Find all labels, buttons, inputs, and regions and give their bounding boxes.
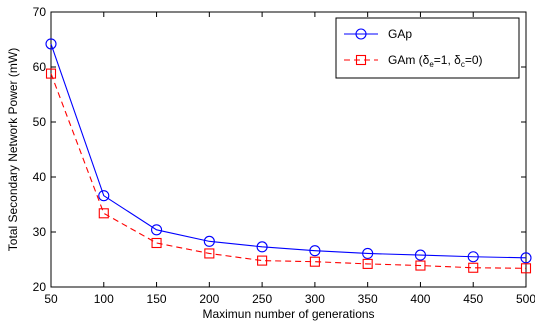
y-tick-label: 20 — [33, 280, 47, 294]
data-point-1 — [362, 258, 373, 269]
x-tick-label: 150 — [147, 292, 167, 306]
data-point-0 — [467, 251, 479, 263]
y-tick-label: 70 — [33, 5, 47, 19]
x-tick-label: 450 — [463, 292, 483, 306]
data-point-0 — [309, 245, 321, 257]
legend-label-gam: GAm (δe=1, δc=0) — [388, 53, 483, 69]
data-point-0 — [256, 241, 268, 253]
y-axis-label: Total Secondary Network Power (mW) — [6, 48, 20, 251]
data-point-0 — [362, 247, 374, 259]
x-tick-label: 100 — [94, 292, 114, 306]
data-point-0 — [98, 190, 110, 202]
series-line-0 — [50, 43, 527, 259]
data-point-0 — [45, 38, 57, 50]
x-tick-label: 400 — [410, 292, 430, 306]
x-tick-label: 500 — [516, 292, 535, 306]
x-tick-label: 50 — [44, 292, 58, 306]
data-point-1 — [468, 262, 479, 273]
y-tick-label: 60 — [33, 60, 47, 74]
legend-label-gap: GAp — [388, 27, 412, 41]
x-tick-label: 250 — [252, 292, 272, 306]
data-point-1 — [151, 237, 162, 249]
x-tick-label: 350 — [358, 292, 378, 306]
x-axis-label: Maximun number of generations — [202, 307, 374, 321]
data-point-0 — [520, 252, 532, 264]
x-tick-label: 200 — [199, 292, 219, 306]
data-point-0 — [151, 224, 163, 236]
legend-box — [335, 17, 520, 79]
data-point-1 — [98, 208, 109, 219]
data-point-1 — [45, 68, 57, 79]
y-tick-label: 40 — [33, 170, 47, 184]
data-point-0 — [414, 249, 426, 261]
x-tick-label: 300 — [305, 292, 325, 306]
data-point-1 — [257, 255, 268, 266]
series-line-1 — [50, 73, 527, 269]
data-point-1 — [520, 263, 532, 274]
data-point-1 — [309, 256, 320, 267]
legend: GAp GAm (δe=1, δc=0) — [335, 17, 520, 79]
y-tick-label: 50 — [33, 115, 47, 129]
series-layer — [45, 38, 532, 274]
legend-marker-gam — [355, 54, 367, 66]
data-point-1 — [204, 248, 215, 259]
axis-ticks: 50 100 150 200 250 300 350 400 450 500 20 30 40 50 60 7… — [33, 5, 535, 306]
data-point-0 — [203, 235, 215, 247]
legend-marker-gap — [355, 28, 367, 40]
data-point-1 — [415, 260, 426, 271]
y-tick-label: 30 — [33, 225, 47, 239]
